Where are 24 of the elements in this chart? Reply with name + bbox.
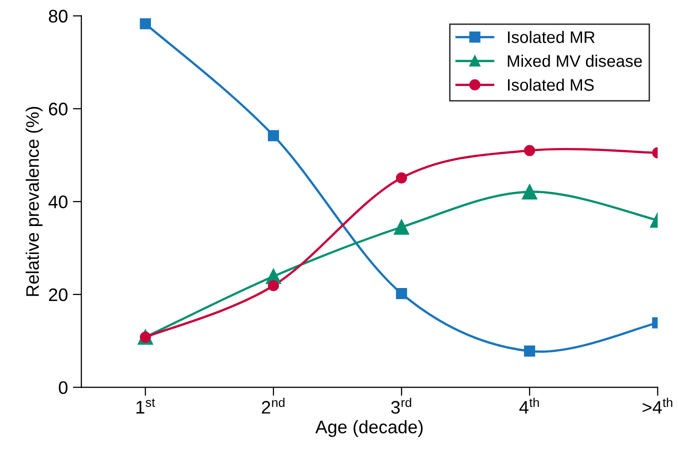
point — [522, 184, 538, 200]
legend-label: Isolated MS — [508, 78, 594, 91]
y-tick-label: 0 — [58, 381, 68, 394]
point — [524, 144, 536, 156]
point — [140, 18, 151, 30]
point — [394, 219, 410, 235]
point — [396, 288, 408, 300]
y-tick-label: 60 — [49, 102, 68, 116]
x-tick-label: 1$^{st}$ — [136, 398, 156, 414]
y-tick-label: 80 — [48, 10, 68, 23]
point — [268, 130, 280, 142]
legend-label: Isolated MR — [508, 30, 595, 44]
x-tick-label: >4$^{th}$ — [642, 398, 672, 414]
point — [396, 172, 408, 184]
y-tick-label: 40 — [48, 196, 68, 208]
point — [524, 346, 536, 357]
x-tick-label: 2$^{nd}$ — [262, 398, 284, 414]
y-axis-title: Relative prevalence (%) — [26, 106, 43, 296]
point — [268, 280, 280, 292]
legend-label: Mixed MV disease — [508, 54, 642, 67]
y-tick-label: 20 — [48, 288, 68, 302]
x-tick-label: 3$^{rd}$ — [391, 398, 412, 414]
x-tick-label: 4$^{th}$ — [519, 398, 539, 414]
x-axis-title: Age (decade) — [315, 420, 423, 437]
